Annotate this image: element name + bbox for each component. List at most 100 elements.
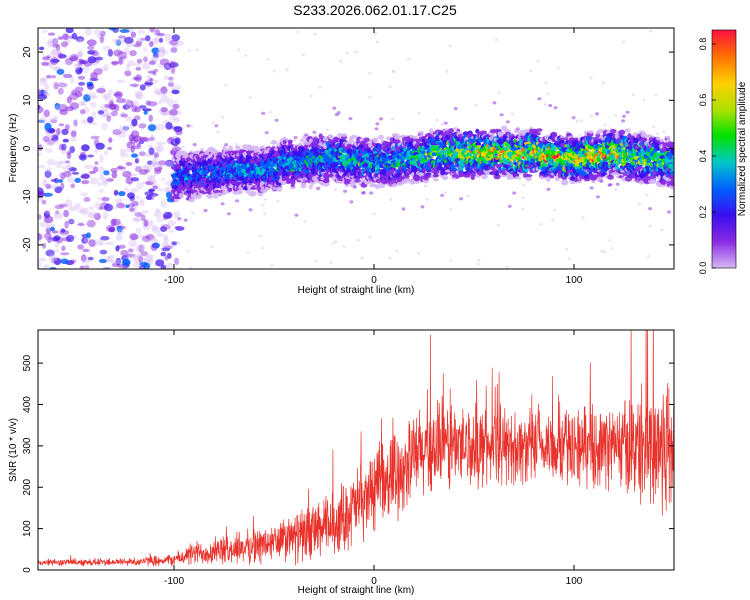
spectrogram-cell bbox=[444, 191, 448, 194]
spectrogram-cell bbox=[441, 175, 449, 180]
spectrogram-cell bbox=[160, 86, 168, 95]
spectrogram-cell bbox=[349, 200, 354, 204]
spectrogram-cell bbox=[108, 137, 113, 143]
spectrogram-cell bbox=[103, 93, 111, 99]
spectrogram-cell bbox=[301, 53, 305, 57]
spectrogram-cell bbox=[134, 90, 143, 99]
spectrogram-cell bbox=[116, 54, 127, 58]
spectrogram-cell bbox=[63, 209, 69, 218]
spectrogram-cell bbox=[82, 107, 90, 114]
spectrogram-cell bbox=[60, 150, 70, 154]
spectrogram-cell bbox=[252, 148, 261, 152]
spectrogram-cell bbox=[417, 131, 424, 134]
spectrogram-cell bbox=[140, 214, 146, 222]
spectrogram-cell bbox=[171, 34, 180, 42]
spectrogram-cell bbox=[562, 181, 567, 185]
spectrogram-cell bbox=[173, 211, 181, 219]
spectrogram-cell bbox=[147, 174, 156, 180]
spectrogram-cell bbox=[270, 140, 278, 145]
spectrogram-cell bbox=[501, 125, 508, 131]
spectrogram-cell bbox=[174, 100, 178, 104]
spectrogram-cell bbox=[94, 56, 104, 61]
spectrogram-cell bbox=[75, 36, 85, 42]
spectrogram-cell bbox=[294, 213, 299, 217]
spectrogram-cell bbox=[360, 256, 364, 260]
spectrogram-cell bbox=[194, 195, 202, 199]
spectrogram-cell bbox=[53, 82, 59, 90]
spectrogram-cell bbox=[45, 147, 53, 153]
spectrogram-cell bbox=[133, 82, 137, 89]
spectrogram-cell bbox=[449, 259, 453, 262]
spectrogram-cell bbox=[62, 165, 69, 171]
spectrogram-cell bbox=[285, 68, 289, 71]
spectrogram-cell bbox=[444, 130, 450, 136]
spectrogram-cell bbox=[614, 188, 618, 192]
spectrogram-cell bbox=[603, 123, 607, 127]
spectrogram-cell bbox=[150, 162, 160, 167]
spectrogram-cell bbox=[115, 98, 126, 104]
spectrogram-cell bbox=[110, 218, 117, 227]
spectrogram-cell bbox=[158, 37, 164, 43]
spectrogram-cell bbox=[314, 259, 318, 263]
spectrogram-cell bbox=[69, 146, 75, 154]
spectrogram-cell bbox=[59, 109, 68, 116]
spectrogram-cell bbox=[160, 106, 168, 113]
spectrogram-cell bbox=[579, 134, 583, 137]
spectrogram-cell bbox=[546, 187, 551, 191]
spectrogram-cell bbox=[310, 181, 315, 186]
spectrogram-cell bbox=[121, 266, 128, 269]
spectrogram-cell bbox=[112, 38, 120, 44]
spectrogram-cell bbox=[140, 257, 147, 264]
spectrogram-cell bbox=[176, 241, 181, 245]
spectrogram-cell bbox=[90, 72, 98, 80]
spectrogram-cell bbox=[565, 247, 569, 251]
spectrogram-cell bbox=[50, 119, 58, 124]
spectrogram-cell bbox=[205, 149, 210, 153]
spectrogram-cell bbox=[654, 93, 658, 97]
spectrogram-cell bbox=[69, 56, 78, 62]
spectrogram-cell bbox=[163, 234, 169, 241]
spectrogram-cell bbox=[272, 70, 277, 73]
spectrogram-cell bbox=[43, 109, 50, 118]
spectrogram-cell bbox=[50, 59, 60, 63]
spectrogram-cell bbox=[111, 110, 118, 117]
spectrogram-cell bbox=[158, 160, 167, 166]
spectrogram-cell bbox=[631, 93, 635, 96]
spectrogram-cell bbox=[45, 132, 55, 139]
spectrogram-cell bbox=[137, 29, 145, 34]
spectrogram-cell bbox=[89, 212, 94, 220]
spectrogram-cell bbox=[637, 202, 642, 206]
spectrogram-cell bbox=[147, 144, 153, 148]
spectrogram-cell bbox=[124, 147, 131, 153]
spectrogram-cell bbox=[150, 239, 160, 244]
spectrogram-cell bbox=[110, 167, 118, 173]
spectrogram-cell bbox=[45, 227, 52, 234]
spectrogram-cell bbox=[372, 137, 379, 144]
spectrogram-cell bbox=[119, 29, 130, 33]
spectrogram-cell bbox=[100, 122, 108, 130]
spectrogram-cell bbox=[211, 121, 215, 124]
spectrogram-cell bbox=[78, 67, 83, 73]
spectrogram-cell bbox=[395, 249, 399, 253]
spectrogram-cell bbox=[65, 160, 70, 164]
spectrogram-cell bbox=[99, 241, 104, 246]
spectrogram-cell bbox=[261, 204, 265, 207]
spectrogram-cell bbox=[97, 110, 105, 115]
spectrogram-cell bbox=[54, 102, 61, 110]
spectrogram-cell bbox=[156, 232, 164, 237]
spectrogram-cell bbox=[251, 191, 257, 195]
spectrogram-cell bbox=[161, 177, 166, 182]
spectrogram-cell bbox=[140, 137, 151, 142]
spectrogram-cell bbox=[133, 211, 139, 216]
spectrogram-cell bbox=[63, 170, 72, 178]
spectrogram-cell bbox=[153, 152, 160, 158]
spectrogram-cell bbox=[38, 257, 47, 262]
spectrogram-cell bbox=[100, 103, 110, 112]
spectrogram-cell bbox=[392, 183, 397, 188]
spectrogram-cell bbox=[470, 171, 478, 177]
spectrogram-cell bbox=[389, 198, 393, 201]
spectrogram-cell bbox=[181, 145, 185, 149]
spectrogram-cell bbox=[84, 164, 94, 169]
spectrogram-cell bbox=[378, 134, 384, 140]
spectrogram-cell bbox=[375, 40, 379, 44]
